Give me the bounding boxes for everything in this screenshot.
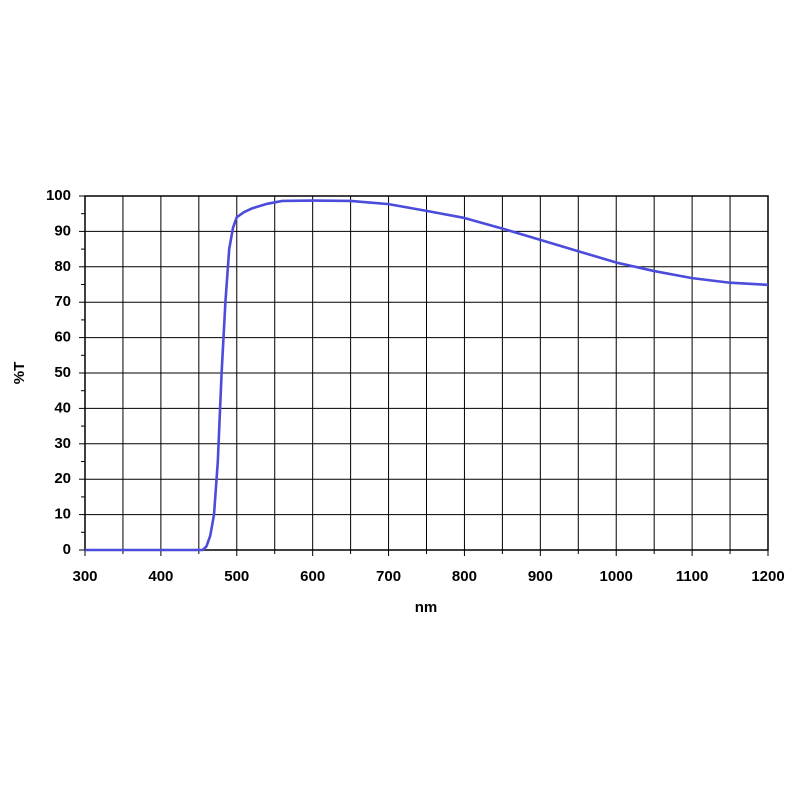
x-tick-label: 1200 [751, 568, 784, 585]
x-tick-label: 900 [528, 568, 553, 585]
y-tick-label: 0 [63, 541, 71, 558]
y-tick-label: 30 [54, 435, 71, 452]
y-tick-label: 50 [54, 364, 71, 381]
y-tick-label: 90 [54, 222, 71, 239]
y-tick-label: 10 [54, 506, 71, 523]
x-tick-label: 500 [224, 568, 249, 585]
x-tick-label: 600 [300, 568, 325, 585]
x-tick-label: 700 [376, 568, 401, 585]
y-tick-label: 60 [54, 329, 71, 346]
y-tick-label: 70 [54, 293, 71, 310]
y-tick-label: 20 [54, 470, 71, 487]
x-tick-label: 1000 [600, 568, 633, 585]
x-axis-label: nm [415, 599, 438, 616]
y-axis-label: %T [11, 362, 28, 385]
y-tick-label: 100 [46, 187, 71, 204]
x-tick-label: 1100 [676, 568, 709, 585]
plot-frame [84, 195, 769, 551]
x-tick-label: 800 [452, 568, 477, 585]
x-tick-label: 300 [72, 568, 97, 585]
y-tick-label: 40 [54, 399, 71, 416]
data-line [85, 199, 769, 552]
x-tick-label: 400 [148, 568, 173, 585]
y-tick-label: 80 [54, 258, 71, 275]
